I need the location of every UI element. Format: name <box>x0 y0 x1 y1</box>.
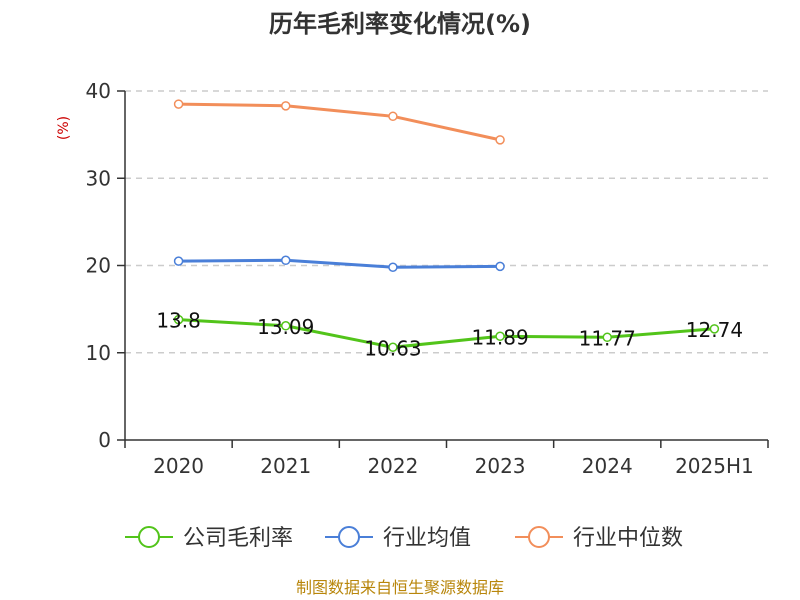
x-tick-label: 2023 <box>475 454 526 478</box>
x-tick-label: 2025H1 <box>675 454 754 478</box>
y-tick-label: 40 <box>86 79 111 103</box>
series-line-1 <box>178 258 501 269</box>
data-point <box>602 332 612 343</box>
y-tick-label: 0 <box>98 428 111 452</box>
data-label: 10.63 <box>364 336 421 360</box>
data-point <box>495 331 505 342</box>
data-point <box>388 342 398 353</box>
series-line-2 <box>178 102 501 142</box>
y-tick-label: 20 <box>86 254 111 278</box>
legend-swatch-marker <box>138 526 160 548</box>
legend-label: 行业均值 <box>383 526 471 551</box>
data-point <box>281 321 291 331</box>
data-label: 13.09 <box>257 315 314 339</box>
legend-label: 行业中位数 <box>573 526 683 551</box>
data-point <box>495 261 505 272</box>
series-lines <box>173 99 720 353</box>
data-label: 11.77 <box>579 326 636 350</box>
data-point <box>388 262 398 272</box>
x-tick-label: 2022 <box>367 454 418 478</box>
legend-label: 公司毛利率 <box>183 526 293 551</box>
data-label: 12.74 <box>686 318 743 342</box>
x-tick-label: 2020 <box>153 454 204 478</box>
y-axis-label: (%) <box>56 116 72 140</box>
data-labels: 13.8 13.09 10.63 11.89 11.77 12.74 <box>156 309 743 361</box>
x-tick-label: 2024 <box>582 454 633 478</box>
series-line-0 <box>178 318 715 349</box>
y-tick-label: 30 <box>86 166 111 190</box>
chart-title: 历年毛利率变化情况(%) <box>269 10 531 38</box>
legend-swatch-marker <box>528 526 550 548</box>
y-tick-label: 10 <box>86 341 111 365</box>
x-tick-label: 2021 <box>260 454 311 478</box>
data-point <box>281 101 291 111</box>
data-label: 11.89 <box>471 325 528 349</box>
data-point <box>709 324 720 334</box>
data-point <box>281 255 291 266</box>
data-point <box>388 111 398 122</box>
grid-lines <box>125 90 768 354</box>
data-label: 13.8 <box>156 309 201 333</box>
data-point <box>173 256 184 266</box>
legend-swatch-marker <box>338 526 360 548</box>
axes: 0 10 20 30 40 2020 2021 2022 2023 2024 2025H1 <box>86 79 769 478</box>
legend: 公司毛利率 行业均值 行业中位数 <box>125 526 683 551</box>
data-point <box>173 99 184 109</box>
source-note: 制图数据来自恒生聚源数据库 <box>296 578 504 597</box>
data-point <box>495 135 505 145</box>
data-point <box>173 314 184 325</box>
